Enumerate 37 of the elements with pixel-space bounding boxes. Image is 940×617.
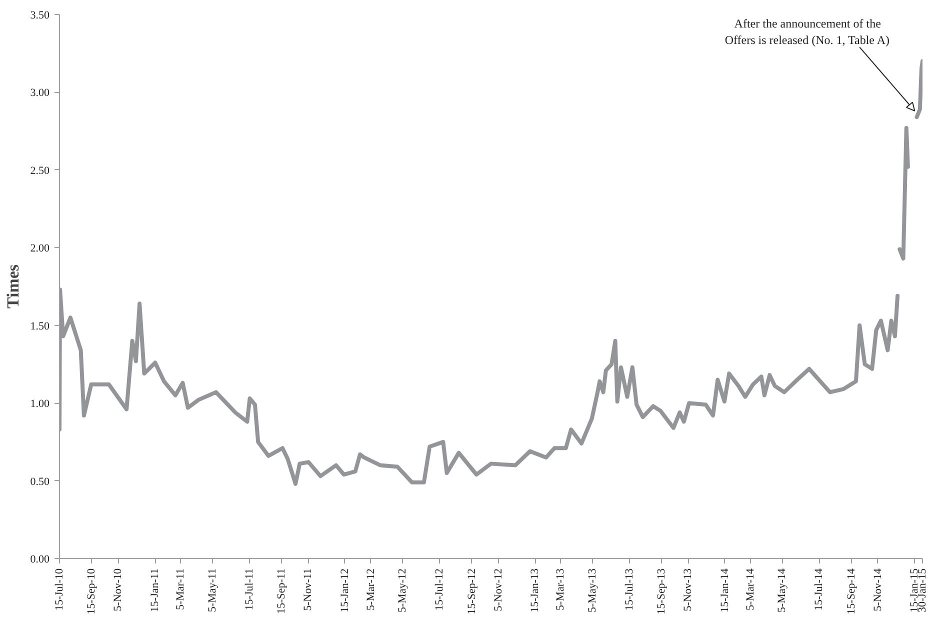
x-tick-label: 5-Mar-12	[364, 568, 377, 610]
y-tick-label: 0.00	[30, 554, 50, 566]
annotation: After the announcement of the Offers is released (No. 1, Table A)	[724, 16, 890, 48]
x-tick-label: 5-Mar-14	[744, 568, 756, 610]
x-tick-label: 5-Nov-14	[872, 568, 884, 612]
x-tick-label: 5-Mar-13	[554, 568, 567, 610]
x-tick-label: 15-Jan-14	[718, 568, 731, 612]
y-tick-label: 3.50	[30, 10, 50, 22]
x-tick-label: 5-Nov-10	[112, 568, 124, 612]
x-tick-label: 5-May-14	[776, 568, 788, 612]
x-tick-label: 15-Sep-10	[86, 568, 98, 614]
x-tick-label: 15-Jan-13	[529, 568, 542, 612]
x-tick-label: 5-May-11	[206, 568, 218, 612]
x-tick-label: 15-Jul-10	[54, 568, 66, 611]
x-tick-label: 15-Jul-14	[813, 568, 826, 611]
x-tick-label: 5-May-13	[586, 568, 598, 612]
y-tick-label: 2.50	[30, 164, 50, 177]
x-tick-label: 5-Nov-13	[682, 568, 694, 612]
x-tick-label: 15-Jul-13	[623, 568, 636, 611]
x-tick-label: 15-Jul-12	[434, 568, 446, 611]
y-tick-label: 1.00	[30, 398, 50, 410]
y-axis-title: Times	[3, 264, 22, 309]
x-tick-label: 15-Sep-13	[656, 568, 668, 614]
y-tick-label: 1.50	[30, 320, 50, 332]
x-tick-label: 5-May-12	[396, 568, 409, 612]
x-tick-label: 15-Sep-12	[466, 568, 478, 614]
y-tick-label: 2.00	[30, 242, 50, 255]
y-tick-label: 3.00	[30, 87, 50, 100]
y-tick-label: 0.50	[30, 476, 50, 488]
x-tick-label: 15-Jan-11	[149, 568, 162, 612]
x-tick-label: 15-Sep-11	[275, 568, 288, 614]
x-tick-label: 15-Jan-12	[338, 568, 351, 612]
x-tick-label: 5-Mar-11	[174, 568, 187, 610]
x-tick-label: 15-Sep-14	[845, 568, 858, 614]
x-tick-label: 5-Nov-12	[492, 568, 504, 612]
x-tick-label: 5-Nov-11	[302, 568, 314, 611]
x-tick-label: 15-Jul-11	[243, 568, 256, 610]
